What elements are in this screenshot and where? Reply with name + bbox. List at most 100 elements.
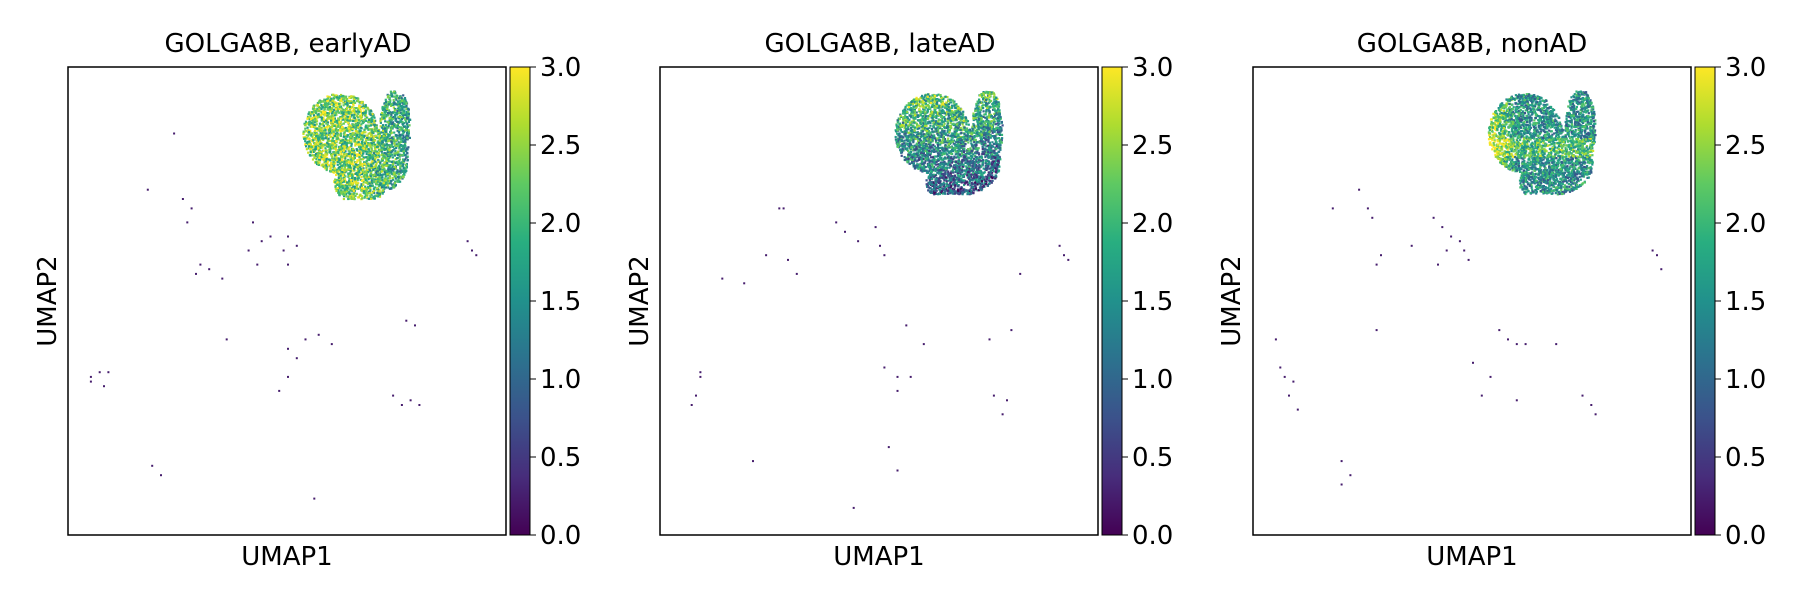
cluster-cell-point [361,121,364,125]
cluster-cell-point [942,175,945,178]
cluster-cell-point [393,183,396,186]
cluster-cell-point [957,153,960,156]
cluster-cell-point [318,101,322,104]
cluster-cell-point [393,101,396,104]
cluster-cell-point [385,126,388,129]
cluster-cell-point [393,167,396,171]
cluster-cell-point [394,150,397,153]
cluster-cell-point [356,177,359,180]
cluster-cell-point [326,117,329,120]
cluster-cell-point [328,106,331,109]
cluster-cell-point [389,153,392,156]
cluster-cell-point [325,157,328,161]
cluster-cell-point [355,192,358,195]
cluster-cell-point [343,160,346,163]
cluster-cell-point [377,136,381,139]
cluster-cell-point [393,175,396,178]
cluster-cell-point [330,165,333,168]
cluster-cell-point [398,128,401,131]
cluster-cell-point [318,161,321,164]
cluster-cell-point [350,195,353,199]
cluster-cell-point [403,100,406,103]
cluster-cell-point [355,187,358,190]
cluster-cell-point [385,103,388,106]
cluster-cell-point [387,186,390,189]
cluster-cell-point [374,160,377,163]
cluster-cell-point [933,182,936,185]
cluster-cell-point [400,148,403,151]
cluster-cell-point [344,129,347,132]
cluster-cell-point [924,119,927,122]
cluster-cell-point [393,166,396,169]
cluster-cell-point [388,149,391,152]
cluster-cell-point [358,169,361,172]
cluster-cell-point [382,148,385,151]
cluster-cell-point [321,154,324,157]
cluster-cell-point [365,164,368,167]
cluster-cell-point [365,119,368,122]
cluster-cell-point [970,142,973,145]
cluster-cell-point [372,195,375,198]
cluster-cell-point [402,166,405,169]
cluster-cell-point [387,177,390,180]
cluster-cell-point [319,144,322,148]
cluster-cell-point [407,135,410,138]
cluster-cell-point [322,118,325,121]
cluster-cell-point [323,161,326,164]
sparse-cell-point [295,244,298,247]
cluster-cell-point [349,172,352,175]
cluster-cell-point [383,136,386,140]
cluster-cell-point [361,146,364,150]
cluster-cell-point [311,121,314,124]
cluster-cell-point [334,114,337,117]
cluster-cell-point [325,149,328,152]
cluster-cell-point [352,164,355,167]
cluster-cell-point [357,169,360,172]
cluster-cell-point [353,101,357,104]
cluster-cell-point [330,119,333,122]
cluster-cell-point [343,131,346,134]
cluster-cell-point [366,134,369,137]
cluster-cell-point [316,103,319,106]
cluster-cell-point [347,166,350,169]
sparse-cell-point [107,371,110,374]
cluster-cell-point [927,130,930,133]
cluster-cell-point [350,177,353,180]
cluster-cell-point [910,161,913,164]
cluster-cell-point [996,168,999,171]
cluster-cell-point [384,114,387,117]
cluster-cell-point [365,168,368,172]
y-axis-label: UMAP2 [33,255,63,346]
cluster-cell-point [336,102,339,105]
cluster-cell-point [933,116,936,119]
cluster-cell-point [347,141,350,145]
cluster-cell-point [328,131,331,135]
cluster-cell-point [384,100,388,103]
cluster-cell-point [345,100,349,103]
cluster-cell-point [334,185,337,188]
cluster-cell-point [951,136,954,139]
cluster-cell-point [316,156,319,159]
cluster-cell-point [378,189,381,192]
sparse-cell-point [89,380,92,383]
cluster-cell-point [367,186,370,189]
cluster-cell-point [946,134,949,137]
cluster-cell-point [376,192,379,195]
cluster-cell-point [337,98,340,101]
cluster-cell-point [351,175,354,178]
cluster-cell-point [345,169,348,172]
cluster-cell-point [343,165,346,168]
cluster-cell-point [325,154,329,157]
cluster-cell-point [346,98,349,101]
cluster-cell-point [389,160,392,163]
cluster-cell-point [407,116,410,119]
cluster-cell-point [405,102,408,105]
cluster-cell-point [388,187,391,190]
cluster-cell-point [990,171,994,174]
cluster-cell-point [990,165,993,169]
cluster-cell-point [310,145,313,149]
cluster-cell-point [359,178,362,181]
cluster-cell-point [363,171,366,175]
cluster-cell-point [348,108,352,111]
cluster-cell-point [308,145,311,148]
